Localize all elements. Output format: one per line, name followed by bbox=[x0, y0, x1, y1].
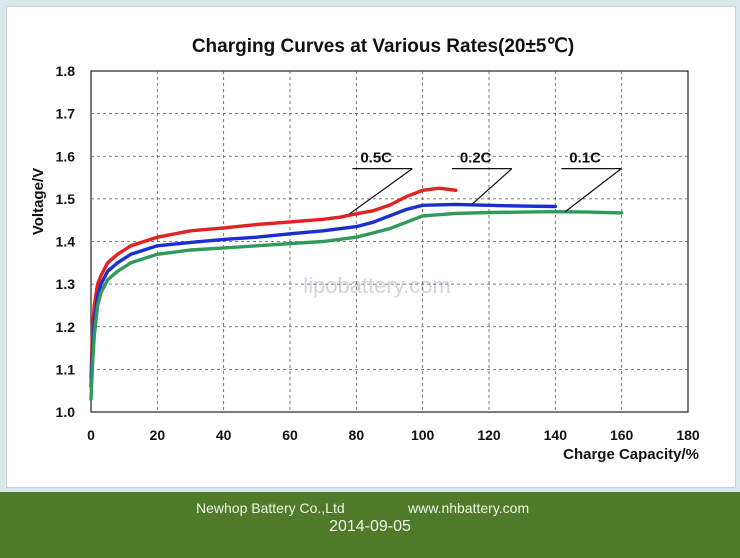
series-line-0-5c bbox=[89, 186, 458, 380]
x-tick-label: 40 bbox=[216, 427, 232, 443]
annotation-leader-line bbox=[564, 168, 622, 213]
x-tick-label: 20 bbox=[150, 427, 166, 443]
annotation-leader-line bbox=[349, 168, 413, 215]
y-tick-label: 1.8 bbox=[56, 63, 76, 79]
x-tick-label: 140 bbox=[544, 427, 568, 443]
y-tick-label: 1.4 bbox=[56, 234, 76, 250]
y-tick-label: 1.1 bbox=[56, 361, 76, 377]
x-tick-label: 160 bbox=[610, 427, 634, 443]
x-tick-label: 120 bbox=[477, 427, 501, 443]
footer-website: www.nhbattery.com bbox=[408, 500, 530, 516]
chart-title: Charging Curves at Various Rates(20±5℃) bbox=[192, 36, 574, 57]
annotation-label-0-5c: 0.5C bbox=[360, 150, 392, 167]
y-tick-label: 1.2 bbox=[56, 319, 76, 335]
footer-company-name: Newhop Battery Co.,Ltd bbox=[196, 500, 345, 516]
x-tick-label: 0 bbox=[87, 427, 95, 443]
charging-curves-chart: Charging Curves at Various Rates(20±5℃) … bbox=[30, 36, 700, 463]
annotation-label-0-1c: 0.1C bbox=[569, 150, 601, 167]
y-tick-label: 1.3 bbox=[56, 276, 76, 292]
x-tick-label: 80 bbox=[349, 427, 365, 443]
annotation-leader-line bbox=[472, 168, 513, 205]
footer-bar: Newhop Battery Co.,Ltd www.nhbattery.com… bbox=[0, 492, 740, 558]
x-tick-label: 60 bbox=[282, 427, 298, 443]
y-tick-label: 1.5 bbox=[56, 191, 76, 207]
y-tick-label: 1.0 bbox=[56, 404, 76, 420]
footer-date: 2014-09-05 bbox=[329, 518, 411, 535]
y-axis-label: Voltage/V bbox=[30, 168, 47, 235]
x-axis-label: Charge Capacity/% bbox=[563, 446, 699, 463]
y-tick-label: 1.7 bbox=[56, 106, 76, 122]
series-line-0-2c bbox=[89, 202, 557, 389]
plot-frame bbox=[90, 70, 689, 413]
y-tick-label: 1.6 bbox=[56, 148, 76, 164]
watermark-text: lipobattery.com bbox=[303, 273, 451, 298]
series-line-0-1c bbox=[89, 209, 624, 401]
annotation-label-0-2c: 0.2C bbox=[460, 150, 492, 167]
x-tick-label: 100 bbox=[411, 427, 435, 443]
chart-card: Charging Curves at Various Rates(20±5℃) … bbox=[6, 6, 736, 488]
x-tick-label: 180 bbox=[676, 427, 700, 443]
